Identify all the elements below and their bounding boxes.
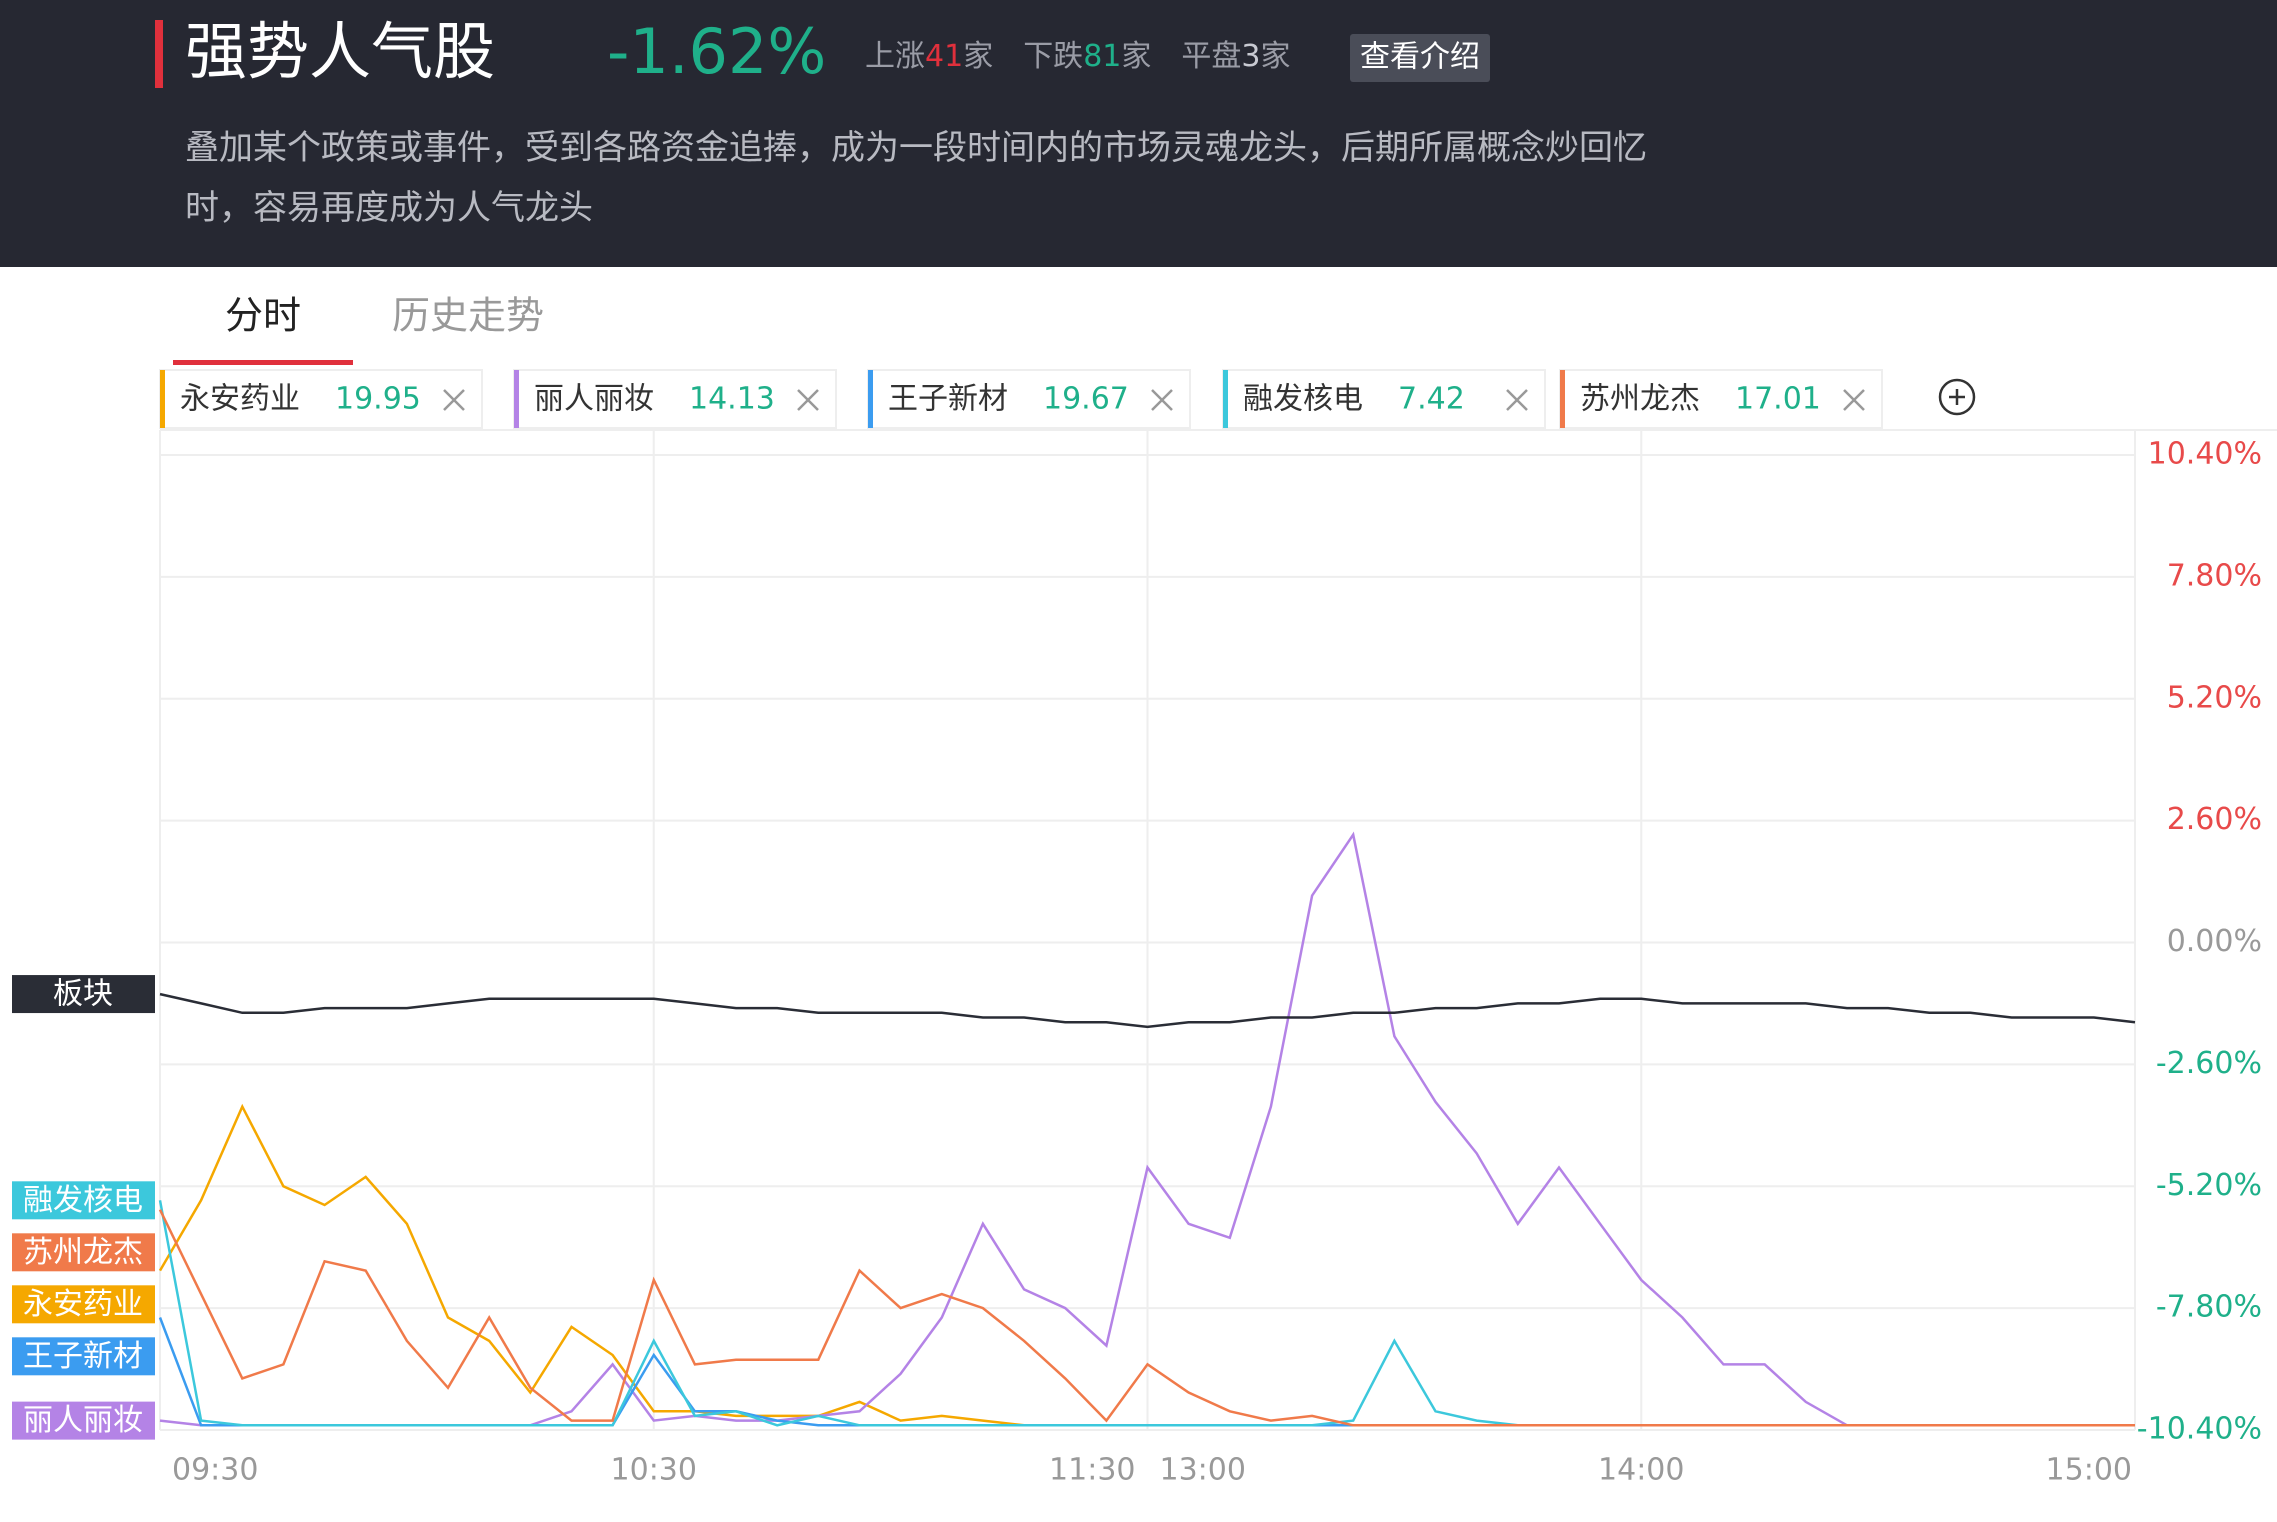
flat-label: 平盘 <box>1181 39 1241 74</box>
chip[interactable] <box>1559 369 1883 429</box>
y-tick-label: -10.40% <box>2137 1412 2262 1447</box>
x-tick-label: 09:30 <box>172 1453 258 1488</box>
chip-name: 永安药业 <box>180 382 300 417</box>
unit: 家 <box>963 39 993 74</box>
series-line <box>158 1209 2135 1427</box>
title: 强势人气股 <box>185 15 495 88</box>
chip-name: 丽人丽妆 <box>534 382 654 417</box>
chip-name: 苏州龙杰 <box>1580 382 1700 417</box>
unit: 家 <box>1260 39 1290 74</box>
chip-name: 融发核电 <box>1243 382 1363 417</box>
add-icon[interactable] <box>1949 389 1965 405</box>
x-tick-label: 10:30 <box>611 1453 697 1488</box>
series-tag-label: 苏州龙杰 <box>23 1235 143 1270</box>
series-tag-label: 王子新材 <box>23 1339 143 1374</box>
series-tag <box>12 1285 155 1324</box>
fall-count: 81 <box>1083 39 1121 74</box>
y-tick-label: 5.20% <box>2167 680 2262 715</box>
y-tick-label: 0.00% <box>2167 924 2262 959</box>
fall-label: 下跌 <box>1023 39 1083 74</box>
series-tag-label: 融发核电 <box>23 1183 143 1218</box>
series-tag <box>12 1337 155 1376</box>
chip-color <box>514 370 519 428</box>
y-tick-label: 10.40% <box>2148 437 2262 472</box>
chip-color <box>1223 370 1228 428</box>
series-tag <box>12 1181 155 1220</box>
chip-close[interactable] <box>1151 389 1173 411</box>
y-tick-label: -5.20% <box>2156 1168 2262 1203</box>
chip-price: 19.95 <box>335 382 421 417</box>
intro-button[interactable] <box>1350 34 1490 82</box>
series-tag <box>12 1233 155 1272</box>
title-bar <box>155 20 163 88</box>
series-tag <box>12 975 155 1014</box>
y-tick-label: -7.80% <box>2156 1290 2262 1325</box>
chip-close[interactable] <box>443 389 465 411</box>
tab[interactable]: 分时 <box>225 294 301 338</box>
stats: 上涨41家 下跌81家 平盘3家 <box>865 39 1290 74</box>
rise-label: 上涨 <box>865 39 925 74</box>
chip-price: 14.13 <box>689 382 775 417</box>
description-box: 叠加某个政策或事件，受到各路资金追捧，成为一段时间内的市场灵魂龙头，后期所属概念… <box>185 128 1647 228</box>
series-tag <box>12 1401 155 1440</box>
unit: 家 <box>1121 39 1151 74</box>
description: 叠加某个政策或事件，受到各路资金追捧，成为一段时间内的市场灵魂龙头，后期所属概念… <box>185 128 1647 228</box>
tab-underline <box>173 360 353 365</box>
series-tag-label: 板块 <box>53 977 113 1012</box>
chip-price: 19.67 <box>1043 382 1129 417</box>
tab[interactable]: 历史走势 <box>392 294 544 338</box>
y-tick-label: 7.80% <box>2167 558 2262 593</box>
series-tag-label: 永安药业 <box>23 1287 143 1322</box>
rise-count: 41 <box>925 39 963 74</box>
series-line <box>159 992 2136 1029</box>
y-tick-label: 2.60% <box>2167 802 2262 837</box>
y-tick-label: -2.60% <box>2156 1046 2262 1081</box>
chip-close[interactable] <box>1506 389 1528 411</box>
x-tick-label: 13:00 <box>1160 1453 1246 1488</box>
chip-color <box>160 370 165 428</box>
chip-color <box>1560 370 1565 428</box>
chip-close[interactable] <box>1843 389 1865 411</box>
series-tag-label: 丽人丽妆 <box>23 1403 143 1438</box>
chip-price: 17.01 <box>1735 382 1821 417</box>
chip-color <box>868 370 873 428</box>
add-button[interactable] <box>1938 378 1976 416</box>
chip[interactable] <box>1222 369 1546 429</box>
header-bg <box>0 0 2277 267</box>
intro-button-label[interactable]: 查看介绍 <box>1360 40 1480 75</box>
x-tick-label: 15:00 <box>2046 1453 2132 1488</box>
x-tick-label: 14:00 <box>1598 1453 1684 1488</box>
chip-close[interactable] <box>797 389 819 411</box>
flat-count: 3 <box>1241 39 1260 74</box>
chip-price: 7.42 <box>1398 382 1465 417</box>
x-tick-label: 11:30 <box>1049 1453 1135 1488</box>
change: -1.62% <box>607 15 826 88</box>
chip-name: 王子新材 <box>888 382 1008 417</box>
